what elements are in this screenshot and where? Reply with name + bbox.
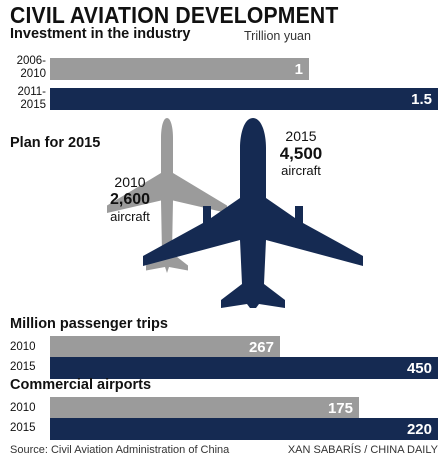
plane-count-2010: 2,600 [109, 191, 151, 208]
plane-label-2010: 2010 2,600 aircraft [100, 174, 160, 225]
investment-bar-2011-2015: 1.5 [50, 88, 438, 110]
investment-category-label-1: 2011- 2015 [4, 86, 46, 112]
passenger-value-label-1: 450 [406, 360, 432, 377]
passenger-bar-2015: 450 [50, 357, 438, 379]
large-plane-icon [143, 118, 363, 308]
investment-unit: Trillion yuan [244, 29, 311, 43]
investment-category-label-0-line-2: 2010 [20, 68, 46, 80]
airports-title: Commercial airports [10, 377, 152, 393]
airports-bar-2015: 220 [50, 418, 438, 440]
plane-year-2010: 2010 [114, 174, 146, 190]
plane-count-2015: 4,500 [279, 144, 323, 163]
plane-year-2015: 2015 [285, 128, 317, 144]
passenger-category-label-1: 2015 [10, 361, 36, 373]
plan-title: Plan for 2015 [10, 135, 101, 151]
airports-value-label-1: 220 [406, 421, 432, 438]
investment-value-label-1: 1.5 [411, 91, 432, 108]
page-title: CIVIL AVIATION DEVELOPMENT [10, 2, 339, 28]
investment-category-label-1-line-2: 2015 [20, 99, 46, 111]
airports-bar-2010: 175 [50, 397, 359, 419]
investment-bar-2006-2010: 1 [50, 58, 309, 80]
investment-title: Investment in the industry [10, 26, 191, 42]
passenger-value-label-0: 267 [248, 339, 274, 356]
plane-unit-2010: aircraft [110, 209, 150, 224]
airports-category-label-0: 2010 [10, 402, 36, 414]
investment-value-label-0: 1 [294, 61, 303, 78]
small-plane-icon [107, 118, 227, 273]
airports-value-label-0: 175 [327, 400, 353, 417]
passenger-title: Million passenger trips [10, 316, 168, 332]
plane-unit-2015: aircraft [281, 163, 321, 178]
passenger-category-label-0: 2010 [10, 341, 36, 353]
investment-category-label-1-line-1: 2011- [17, 86, 46, 98]
passenger-bar-2010: 267 [50, 336, 280, 358]
credit-note: XAN SABARÍS / CHINA DAILY [287, 444, 438, 456]
investment-category-label-0-line-1: 2006- [16, 55, 46, 67]
aircraft-illustration [107, 118, 363, 308]
investment-category-label-0: 2006- 2010 [4, 55, 46, 81]
source-note: Source: Civil Aviation Administration of… [10, 444, 230, 456]
plane-label-2015: 2015 4,500 aircraft [265, 128, 337, 179]
airports-category-label-1: 2015 [10, 422, 36, 434]
